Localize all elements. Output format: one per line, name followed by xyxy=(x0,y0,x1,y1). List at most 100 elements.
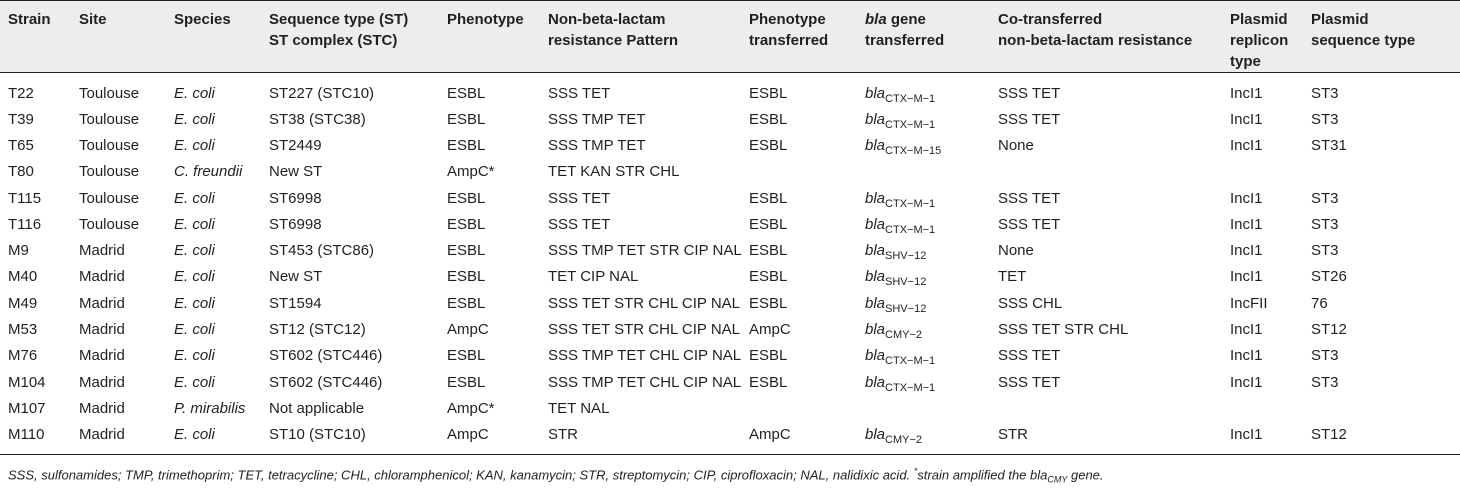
cell-phenotype: ESBL xyxy=(447,136,486,154)
bla-variant: CTX−M−1 xyxy=(885,355,936,368)
cell-species: E. coli xyxy=(174,373,215,391)
footnote-abbreviations: SSS, sulfonamides; TMP, trimethoprim; TE… xyxy=(8,467,914,483)
cell-bla-gene xyxy=(857,396,990,422)
cell-strain: M40 xyxy=(8,268,38,286)
cell-cotrans: SSS TET xyxy=(998,347,1061,365)
header-replicon-line: replicon type xyxy=(1230,32,1289,70)
cell-phen_trans: ESBL xyxy=(749,215,788,233)
bla-variant: CTX−M−1 xyxy=(885,223,936,236)
cell-cotrans: None xyxy=(998,242,1034,260)
header-nonbeta-line: resistance Pattern xyxy=(548,32,679,49)
cell-pst: ST3 xyxy=(1311,242,1339,260)
cell-st: ST2449 xyxy=(269,136,322,154)
cell-phenotype: ESBL xyxy=(447,268,486,286)
cell-pst: ST12 xyxy=(1311,321,1347,339)
table-row: T80 Toulouse C. freundii New ST AmpC* TET KAN… xyxy=(0,159,1460,185)
cell-bla-gene xyxy=(857,159,990,185)
header-species: Species xyxy=(166,0,261,73)
cell-cotrans: None xyxy=(998,136,1034,154)
bla-prefix: bla xyxy=(865,294,886,312)
cell-site: Toulouse xyxy=(79,136,140,154)
cell-strain: M104 xyxy=(8,373,46,391)
header-site-line: Site xyxy=(79,11,107,28)
header-phenotype-line: Phenotype xyxy=(447,11,524,28)
cell-site: Toulouse xyxy=(79,189,140,207)
cell-pst: ST26 xyxy=(1311,268,1347,286)
cell-st: ST453 (STC86) xyxy=(269,242,375,260)
cell-replicon: IncI1 xyxy=(1222,422,1303,455)
cell-strain: M53 xyxy=(8,321,38,339)
cell-pst: ST3 xyxy=(1311,373,1339,391)
header-replicon-line: Plasmid xyxy=(1230,11,1288,28)
cell-species: E. coli xyxy=(174,268,215,286)
cell-nonbeta: TET NAL xyxy=(548,399,610,417)
footnote-end: gene. xyxy=(1067,467,1104,483)
header-nonbeta: Non-beta-lactam resistance Pattern xyxy=(540,0,741,73)
header-st: Sequence type (ST) ST complex (STC) xyxy=(261,0,439,73)
cell-nonbeta: SSS TMP TET xyxy=(548,110,646,128)
header-phen_trans: Phenotype transferred xyxy=(741,0,857,73)
cell-nonbeta: SSS TMP TET CHL CIP NAL xyxy=(548,373,742,391)
cell-site: Toulouse xyxy=(79,84,140,102)
cell-bla-gene: blaCTX−M−1 xyxy=(857,185,990,211)
cell-strain: M76 xyxy=(8,347,38,365)
cell-nonbeta: TET CIP NAL xyxy=(548,268,639,286)
header-nonbeta-line: Non-beta-lactam xyxy=(548,11,666,28)
bla-prefix: bla xyxy=(865,84,886,102)
cell-st: ST6998 xyxy=(269,189,322,207)
cell-replicon: IncI1 xyxy=(1230,268,1263,286)
bla-prefix: bla xyxy=(865,215,886,233)
cell-cotrans: SSS TET xyxy=(998,110,1061,128)
table-row: M110 Madrid E. coli ST10 (STC10) AmpC STR AmpC… xyxy=(0,422,1460,455)
cell-pst: ST3 xyxy=(1311,84,1339,102)
cell-replicon: IncFII xyxy=(1230,294,1268,312)
bla-variant: CTX−M−15 xyxy=(885,144,942,157)
header-phen_trans-line: transferred xyxy=(749,32,829,49)
cell-strain: M49 xyxy=(8,294,38,312)
cell-cotrans: SSS TET xyxy=(998,373,1061,391)
header-bla_trans: bla gene transferred xyxy=(857,0,990,73)
cell-st: ST38 (STC38) xyxy=(269,110,366,128)
cell-phen_trans: ESBL xyxy=(749,242,788,260)
cell-site: Toulouse xyxy=(79,215,140,233)
cell-nonbeta: SSS TMP TET xyxy=(548,136,646,154)
table-body: T22 Toulouse E. coli ST227 (STC10) ESBL SSS T… xyxy=(0,73,1460,455)
data-table: Strain Site Species Sequence type (ST) ST co… xyxy=(0,0,1460,455)
cell-phen_trans: ESBL xyxy=(749,268,788,286)
cell-bla-gene: blaCTX−M−1 xyxy=(857,343,990,369)
cell-strain: M9 xyxy=(8,242,29,260)
cell-site: Madrid xyxy=(79,268,125,286)
cell-site: Madrid xyxy=(79,321,125,339)
bla-variant: CTX−M−1 xyxy=(885,92,936,105)
cell-site: Toulouse xyxy=(79,110,140,128)
header-cotrans-line: Co-transferred xyxy=(998,11,1103,28)
cell-st: ST1594 xyxy=(269,294,322,312)
footnote-mark: * xyxy=(913,466,918,476)
cell-cotrans: SSS TET xyxy=(998,215,1061,233)
bla-variant: SHV−12 xyxy=(885,302,927,315)
bla-variant: SHV−12 xyxy=(885,276,927,289)
bla-variant: CTX−M−1 xyxy=(885,197,936,210)
cell-phenotype: ESBL xyxy=(447,189,486,207)
cell-site: Madrid xyxy=(79,294,125,312)
cell-cotrans: TET xyxy=(998,268,1027,286)
cell-nonbeta: SSS TET xyxy=(548,84,611,102)
cell-site: Madrid xyxy=(79,242,125,260)
bla-variant: CMY−2 xyxy=(885,433,923,446)
cell-phenotype: AmpC xyxy=(439,422,540,455)
cell-phenotype: ESBL xyxy=(447,84,486,102)
cell-site: Toulouse xyxy=(79,163,140,181)
header-row: Strain Site Species Sequence type (ST) ST co… xyxy=(0,0,1460,73)
header-st-line: ST complex (STC) xyxy=(269,32,398,49)
cell-replicon: IncI1 xyxy=(1230,347,1263,365)
table-row: M104 Madrid E. coli ST602 (STC446) ESBL SSS T… xyxy=(0,369,1460,395)
cell-bla-gene: blaCTX−M−1 xyxy=(857,369,990,395)
cell-strain: T80 xyxy=(8,163,34,181)
cell-phen_trans: AmpC xyxy=(741,422,857,455)
cell-phenotype: ESBL xyxy=(447,373,486,391)
cell-cotrans: SSS CHL xyxy=(998,294,1063,312)
bla-prefix: bla xyxy=(865,242,886,260)
cell-site: Madrid xyxy=(79,399,125,417)
table-row: T22 Toulouse E. coli ST227 (STC10) ESBL SSS T… xyxy=(0,73,1460,107)
cell-species: C. freundii xyxy=(174,163,243,181)
